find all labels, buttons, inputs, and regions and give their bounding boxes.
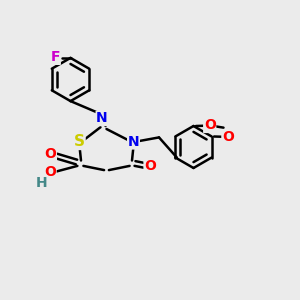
Text: O: O	[204, 118, 216, 132]
Text: O: O	[222, 130, 234, 144]
Text: S: S	[74, 134, 85, 149]
Text: N: N	[96, 112, 108, 125]
Text: N: N	[128, 135, 139, 149]
Text: F: F	[51, 50, 60, 64]
Text: H: H	[36, 176, 47, 190]
Text: O: O	[144, 159, 156, 172]
Text: O: O	[44, 166, 56, 179]
Text: O: O	[44, 148, 56, 161]
